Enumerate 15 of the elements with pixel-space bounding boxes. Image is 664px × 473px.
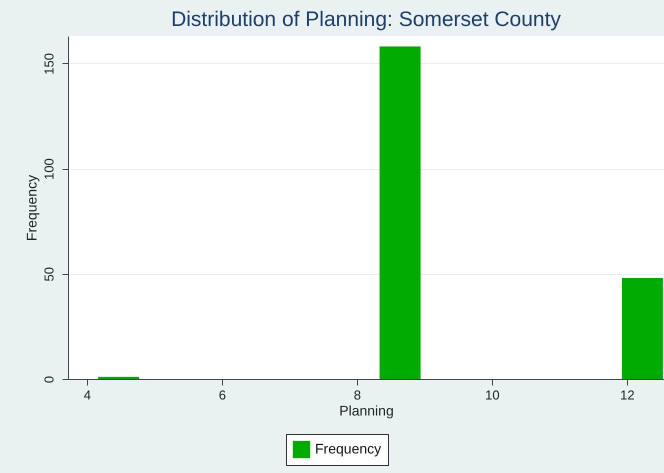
y-axis-title: Frequency — [24, 174, 40, 242]
x-tick-label: 12 — [620, 388, 635, 402]
chart-title: Distribution of Planning: Somerset County — [171, 8, 562, 31]
y-tick-label: 0 — [42, 376, 56, 384]
y-tick-label: 50 — [42, 267, 56, 282]
y-tick-label: 100 — [42, 158, 56, 180]
x-tick-label: 8 — [354, 388, 362, 402]
bar — [380, 46, 421, 379]
x-tick-label: 4 — [84, 388, 92, 402]
x-tick-label: 6 — [218, 388, 226, 402]
y-tick-label: 150 — [42, 53, 56, 75]
legend-label: Frequency — [315, 440, 382, 456]
bar — [622, 278, 663, 379]
x-axis-title: Planning — [339, 402, 394, 418]
x-tick-label: 10 — [485, 388, 500, 402]
